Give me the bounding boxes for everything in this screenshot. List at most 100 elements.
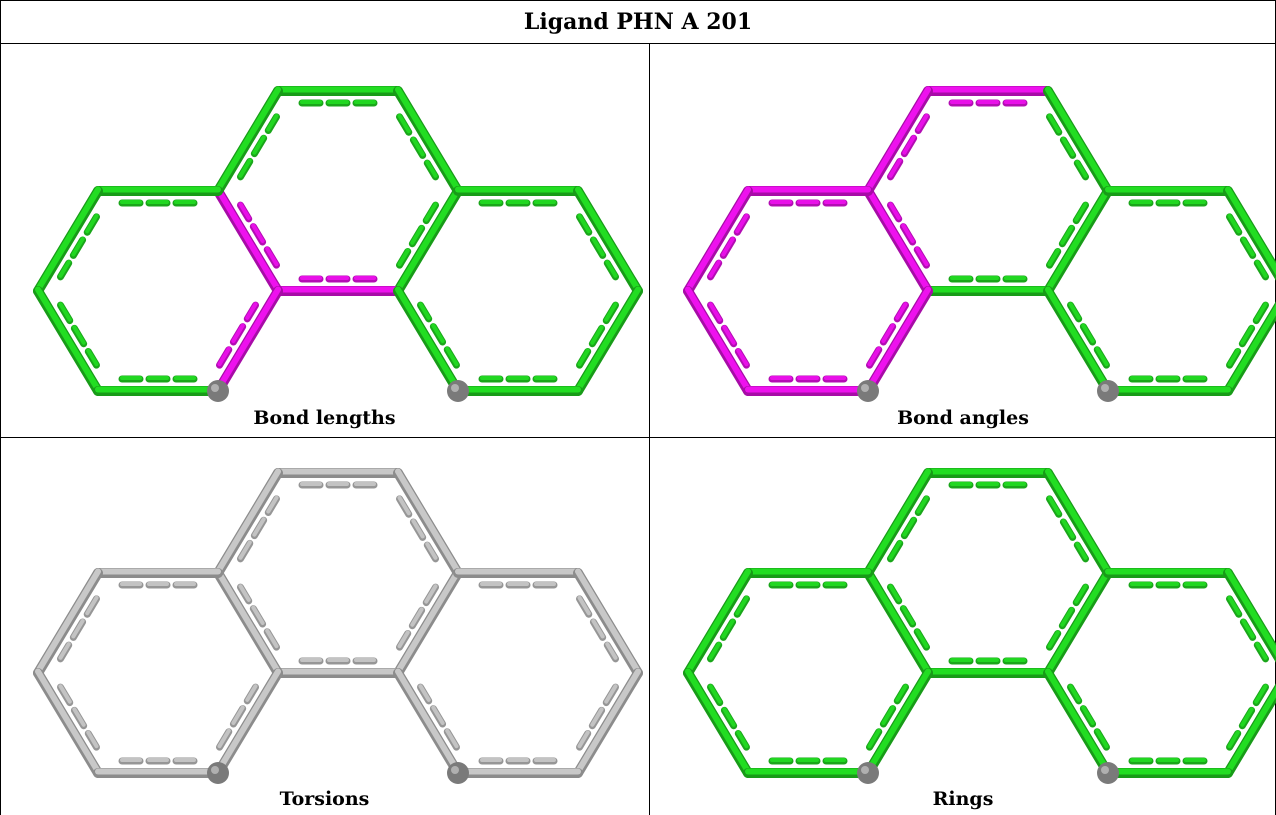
bond-highlight-10 <box>865 668 931 775</box>
bond-highlight-5 <box>215 468 281 575</box>
aromatic-dash-highlight-8 <box>708 302 749 367</box>
atom-ball-0 <box>207 762 229 784</box>
atom-ball-shine-0 <box>211 384 219 392</box>
top-border <box>0 0 1276 1</box>
aromatic-dash-highlight-4 <box>888 202 929 267</box>
molecule-bond-lengths <box>33 86 643 402</box>
aromatic-dash-highlight-15 <box>418 684 459 749</box>
aromatic-dash-highlight-13 <box>1227 684 1268 749</box>
aromatic-dash-highlight-1 <box>397 495 438 560</box>
panel-torsions: Torsions <box>0 438 649 815</box>
caption-torsions: Torsions <box>279 788 370 810</box>
atom-ball-shine-0 <box>861 766 869 774</box>
caption-bond-angles: Bond angles <box>897 407 1029 429</box>
aromatic-dash-highlight-13 <box>577 684 618 749</box>
bond-highlight-12 <box>1225 186 1276 276</box>
atom-ball-shine-1 <box>1101 766 1109 774</box>
bond-highlight-1 <box>395 468 461 575</box>
molecule-bond-angles <box>683 86 1276 402</box>
aromatic-dash-highlight-10 <box>217 302 258 367</box>
caption-rings: Rings <box>932 788 994 810</box>
aromatic-dash-highlight-5 <box>888 495 929 560</box>
caption-bond-lengths: Bond lengths <box>253 407 396 429</box>
aromatic-dash-highlight-12 <box>577 595 618 660</box>
bond-highlight-10 <box>865 286 931 393</box>
bond-highlight-1 <box>1045 86 1111 193</box>
atom-ball-1 <box>1097 762 1119 784</box>
molecule-torsions <box>33 468 643 784</box>
bond-highlight-7 <box>685 186 751 293</box>
molecule-torsions <box>33 468 643 784</box>
atom-ball-0 <box>207 380 229 402</box>
bond-highlight-15 <box>395 286 461 393</box>
bond-highlight-2 <box>1045 568 1111 675</box>
left-border <box>0 0 1 815</box>
aromatic-dash-highlight-10 <box>867 302 908 367</box>
atom-ball-shine-0 <box>211 766 219 774</box>
bond-highlight-13 <box>1225 685 1276 775</box>
bond-highlight-13 <box>575 286 641 393</box>
aromatic-dash-highlight-12 <box>1227 213 1268 278</box>
bond-highlight-2 <box>395 568 461 675</box>
atom-ball-0 <box>857 762 879 784</box>
aromatic-dash-highlight-2 <box>397 584 438 649</box>
bond-highlight-2 <box>395 186 461 293</box>
aromatic-dash-highlight-4 <box>238 584 279 649</box>
table-title: Ligand PHN A 201 <box>0 0 1276 44</box>
atom-ball-1 <box>447 380 469 402</box>
bond-highlight-13 <box>1225 303 1276 393</box>
aromatic-dash-highlight-12 <box>577 213 618 278</box>
bond-highlight-8 <box>35 286 101 393</box>
bond-highlight-5 <box>215 86 281 193</box>
bond-highlight-2 <box>1045 186 1111 293</box>
aromatic-dash-highlight-2 <box>1047 202 1088 267</box>
row-divider <box>0 437 1276 438</box>
molecule-rings <box>683 468 1276 784</box>
aromatic-dash-highlight-5 <box>888 113 929 178</box>
aromatic-dash-highlight-13 <box>1227 302 1268 367</box>
atom-ball-shine-0 <box>861 384 869 392</box>
atom-ball-shine-1 <box>1101 384 1109 392</box>
aromatic-dash-highlight-10 <box>867 684 908 749</box>
bond-highlight-10 <box>215 668 281 775</box>
bond-highlight-7 <box>35 568 101 675</box>
aromatic-dash-highlight-8 <box>58 302 99 367</box>
bond-highlight-4 <box>865 568 931 675</box>
molecule-bond-angles <box>683 86 1276 402</box>
atom-ball-1 <box>447 762 469 784</box>
aromatic-dash-highlight-15 <box>1068 684 1109 749</box>
aromatic-dash-highlight-4 <box>238 202 279 267</box>
panel-bond-lengths: Bond lengths <box>0 44 649 437</box>
aromatic-dash-highlight-12 <box>1227 595 1268 660</box>
atom-ball-1 <box>1097 380 1119 402</box>
aromatic-dash-highlight-4 <box>888 584 929 649</box>
molecule-bond-lengths <box>33 86 643 402</box>
bond-highlight-12 <box>1225 568 1276 658</box>
molecule-rings <box>683 468 1276 784</box>
aromatic-dash-highlight-2 <box>397 202 438 267</box>
bond-highlight-10 <box>215 286 281 393</box>
bond-highlight-12 <box>575 568 641 675</box>
aromatic-dash-highlight-8 <box>58 684 99 749</box>
aromatic-dash-highlight-2 <box>1047 584 1088 649</box>
aromatic-dash-highlight-1 <box>1047 113 1088 178</box>
aromatic-dash-highlight-15 <box>418 302 459 367</box>
bond-highlight-15 <box>1045 668 1111 775</box>
bond-highlight-7 <box>685 568 751 675</box>
bond-highlight-12 <box>575 186 641 293</box>
aromatic-dash-highlight-1 <box>1047 495 1088 560</box>
aromatic-dash-highlight-5 <box>238 495 279 560</box>
panel-rings: Rings <box>650 438 1276 815</box>
bond-highlight-4 <box>215 568 281 675</box>
bond-highlight-15 <box>395 668 461 775</box>
aromatic-dash-highlight-8 <box>708 684 749 749</box>
aromatic-dash-highlight-13 <box>577 302 618 367</box>
atom-ball-shine-1 <box>451 766 459 774</box>
bond-highlight-1 <box>395 86 461 193</box>
aromatic-dash-highlight-7 <box>58 213 99 278</box>
bond-highlight-4 <box>865 186 931 293</box>
bond-highlight-1 <box>1045 468 1111 575</box>
panel-bond-angles: Bond angles <box>650 44 1276 437</box>
atom-ball-0 <box>857 380 879 402</box>
